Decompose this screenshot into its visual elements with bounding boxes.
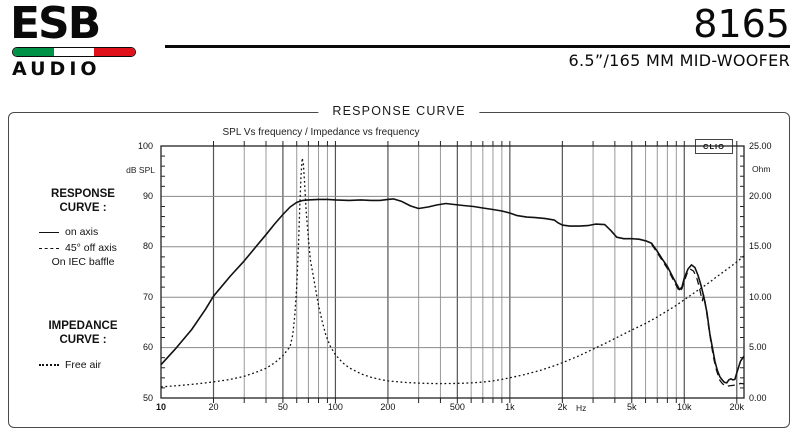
x-tick-1000: 1k	[505, 402, 515, 412]
legend-on-axis-label: on axis	[65, 226, 99, 238]
y-left-tick-50: 50	[142, 392, 153, 403]
legend-item-45-off-axis: 45° off axis	[39, 242, 117, 254]
impedance-heading-line1: IMPEDANCE	[48, 320, 118, 332]
y-left-tick-100: 100	[137, 140, 153, 151]
y-right-tick-25: 25.00	[749, 140, 772, 151]
y-right-tick-20: 20.00	[749, 190, 772, 201]
plot-border	[160, 145, 745, 399]
response-curve-panel: RESPONSE CURVE RESPONSE CURVE : on axis …	[8, 104, 790, 428]
response_on_axis-curve	[160, 198, 745, 384]
response-heading-line2: CURVE :	[59, 202, 107, 214]
y-right-tick-15: 15.00	[749, 241, 772, 252]
y-axis-left-unit: dB SPL	[126, 165, 155, 175]
y-right-tick-5: 5.00	[749, 342, 767, 353]
x-tick-2000: 2k	[557, 402, 568, 412]
impedance_free_air-curve	[160, 157, 745, 388]
y-left-tick-80: 80	[142, 241, 153, 252]
dashed-line-swatch	[39, 247, 59, 249]
header-rule	[165, 45, 790, 48]
flag-white-segment	[53, 48, 95, 56]
dotted-line-swatch	[39, 364, 59, 367]
x-axis-unit: Hz	[576, 403, 587, 413]
x-tick-5000: 5k	[627, 402, 637, 412]
response-curve-heading: RESPONSE CURVE :	[17, 187, 149, 215]
legend-free-air-label: Free air	[65, 359, 102, 371]
flag-red-segment	[94, 48, 135, 56]
flag-green-segment	[13, 48, 54, 56]
solid-line-swatch	[39, 231, 59, 233]
panel-title: RESPONSE CURVE	[318, 104, 480, 118]
x-tick-20000: 20k	[729, 402, 745, 412]
x-tick-20: 20	[208, 402, 219, 412]
response-heading-line1: RESPONSE	[51, 188, 115, 200]
legend-off-axis-label: 45° off axis	[65, 242, 117, 254]
x-tick-10: 10	[155, 402, 167, 412]
response_45deg_off_axis-curve	[651, 243, 745, 388]
italian-flag-bar	[12, 47, 136, 57]
chart-title: SPL Vs frequency / Impedance vs frequenc…	[222, 127, 420, 138]
y-left-tick-70: 70	[142, 291, 153, 302]
x-tick-10000: 10k	[677, 402, 692, 412]
x-tick-100: 100	[327, 402, 343, 412]
y-left-tick-60: 60	[142, 342, 153, 353]
product-subtitle: 6.5”/165 MM MID-WOOFER	[568, 51, 790, 70]
impedance-curve-heading: IMPEDANCE CURVE :	[17, 319, 149, 347]
x-tick-200: 200	[380, 402, 396, 412]
y-right-tick-10: 10.00	[749, 291, 772, 302]
legend-item-on-axis: on axis	[39, 226, 98, 238]
x-tick-500: 500	[449, 402, 465, 412]
model-number: 8165	[693, 2, 790, 46]
esb-audio-logo: ESB AUDIO	[10, 0, 160, 80]
logo-audio-text: AUDIO	[12, 58, 101, 80]
logo-esb-text: ESB	[10, 0, 101, 49]
impedance-heading-line2: CURVE :	[59, 334, 107, 346]
y-left-tick-90: 90	[142, 190, 153, 201]
y-axis-right-unit: Ohm	[752, 164, 771, 174]
frequency-response-plot	[160, 141, 745, 403]
iec-baffle-note: On IEC baffle	[51, 256, 115, 268]
y-right-tick-0: 0.00	[749, 392, 767, 403]
x-tick-50: 50	[277, 402, 288, 412]
legend-item-free-air: Free air	[39, 359, 101, 371]
